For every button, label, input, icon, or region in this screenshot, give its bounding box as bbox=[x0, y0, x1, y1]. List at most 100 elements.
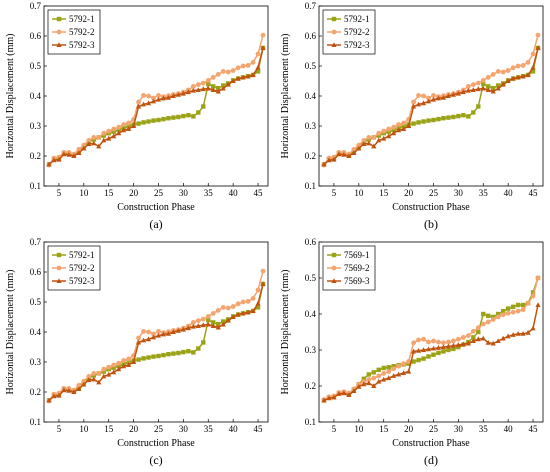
data-point bbox=[485, 87, 491, 92]
data-point bbox=[126, 123, 131, 129]
data-point bbox=[195, 82, 201, 87]
data-point bbox=[76, 383, 82, 388]
data-point bbox=[476, 104, 481, 109]
chart-panel: 5 10 15 20 25 30 35 40 45 0.1 0.2 0.3 0.4 0.5 0.6 0.7 Co… bbox=[5, 1, 269, 231]
data-point bbox=[461, 113, 466, 118]
y-tick-label: 0.1 bbox=[305, 181, 316, 191]
data-point bbox=[430, 345, 437, 351]
data-point bbox=[245, 73, 251, 79]
data-point bbox=[190, 323, 196, 329]
data-point bbox=[96, 143, 102, 149]
data-point bbox=[401, 123, 406, 129]
data-point bbox=[435, 345, 442, 350]
data-point bbox=[515, 302, 521, 308]
data-point bbox=[535, 302, 541, 307]
data-point bbox=[495, 85, 501, 91]
data-point bbox=[496, 311, 501, 317]
data-point bbox=[486, 84, 491, 89]
data-point bbox=[530, 64, 536, 70]
data-point bbox=[510, 309, 516, 315]
data-point bbox=[495, 69, 501, 74]
data-point bbox=[140, 337, 147, 343]
data-point bbox=[416, 337, 421, 343]
data-point bbox=[366, 380, 372, 386]
data-point bbox=[415, 347, 422, 353]
y-tick-label: 0.6 bbox=[305, 237, 317, 247]
data-point bbox=[160, 95, 167, 101]
y-tick-label: 0.6 bbox=[30, 31, 42, 41]
data-point bbox=[475, 86, 481, 92]
data-point bbox=[230, 314, 236, 319]
panel-label: (d) bbox=[424, 453, 438, 467]
data-point bbox=[191, 114, 196, 119]
legend-marker bbox=[56, 278, 62, 283]
data-point bbox=[490, 72, 496, 77]
data-point bbox=[450, 342, 456, 348]
data-point bbox=[96, 135, 102, 140]
data-point bbox=[456, 344, 461, 350]
data-point bbox=[140, 101, 147, 107]
data-point bbox=[425, 98, 432, 104]
plot-frame bbox=[318, 241, 544, 423]
y-tick-label: 0.7 bbox=[30, 237, 42, 247]
data-point bbox=[421, 119, 426, 124]
x-axis-title: Construction Phase bbox=[392, 438, 470, 449]
data-point bbox=[381, 128, 387, 134]
data-point bbox=[255, 287, 261, 293]
data-point bbox=[196, 110, 201, 115]
data-point bbox=[490, 88, 496, 94]
data-point bbox=[200, 80, 206, 86]
data-point bbox=[530, 69, 536, 74]
data-point bbox=[245, 299, 251, 304]
data-point bbox=[260, 45, 266, 50]
data-point bbox=[460, 89, 466, 95]
data-point bbox=[396, 363, 402, 369]
data-point bbox=[376, 367, 381, 372]
data-point bbox=[116, 124, 122, 130]
data-point bbox=[96, 371, 102, 376]
data-point bbox=[436, 339, 441, 345]
data-point bbox=[416, 93, 421, 98]
y-tick-label: 0.1 bbox=[30, 181, 41, 191]
data-point bbox=[430, 96, 437, 102]
chart-panel: 5 10 15 20 25 30 35 40 45 0.1 0.2 0.3 0.4 0.5 0.6 0.7 Co… bbox=[280, 1, 544, 231]
y-tick-label: 0.7 bbox=[305, 1, 317, 11]
data-point bbox=[176, 114, 181, 120]
data-point bbox=[401, 126, 407, 131]
data-point bbox=[225, 69, 231, 75]
data-point bbox=[411, 121, 416, 126]
data-point bbox=[456, 113, 461, 119]
data-point bbox=[260, 281, 266, 286]
data-point bbox=[475, 80, 481, 86]
data-point bbox=[520, 331, 526, 336]
legend: 7569-1 7569-2 7569-3 bbox=[322, 245, 376, 291]
data-point bbox=[185, 325, 191, 331]
data-point bbox=[66, 388, 72, 393]
data-point bbox=[530, 51, 536, 57]
data-point bbox=[510, 65, 516, 71]
x-tick-label: 40 bbox=[229, 188, 239, 198]
x-tick-label: 30 bbox=[454, 188, 464, 198]
data-point bbox=[255, 69, 261, 74]
data-point bbox=[425, 346, 432, 352]
data-point bbox=[250, 60, 256, 65]
y-tick-label: 0.3 bbox=[30, 357, 42, 367]
data-point bbox=[131, 359, 137, 364]
x-tick-label: 40 bbox=[229, 424, 239, 434]
data-point bbox=[201, 340, 206, 345]
data-point bbox=[451, 346, 456, 352]
data-point bbox=[341, 390, 347, 396]
x-tick-label: 5 bbox=[57, 188, 62, 198]
x-tick-label: 45 bbox=[529, 188, 539, 198]
series-line bbox=[323, 277, 539, 401]
x-tick-label: 20 bbox=[404, 188, 414, 198]
data-point bbox=[220, 321, 226, 327]
data-point bbox=[150, 98, 157, 104]
data-point bbox=[376, 133, 381, 138]
legend-marker bbox=[331, 42, 337, 47]
data-point bbox=[175, 328, 181, 333]
data-point bbox=[351, 150, 357, 155]
y-tick-label: 0.2 bbox=[305, 381, 316, 391]
data-point bbox=[416, 120, 421, 125]
